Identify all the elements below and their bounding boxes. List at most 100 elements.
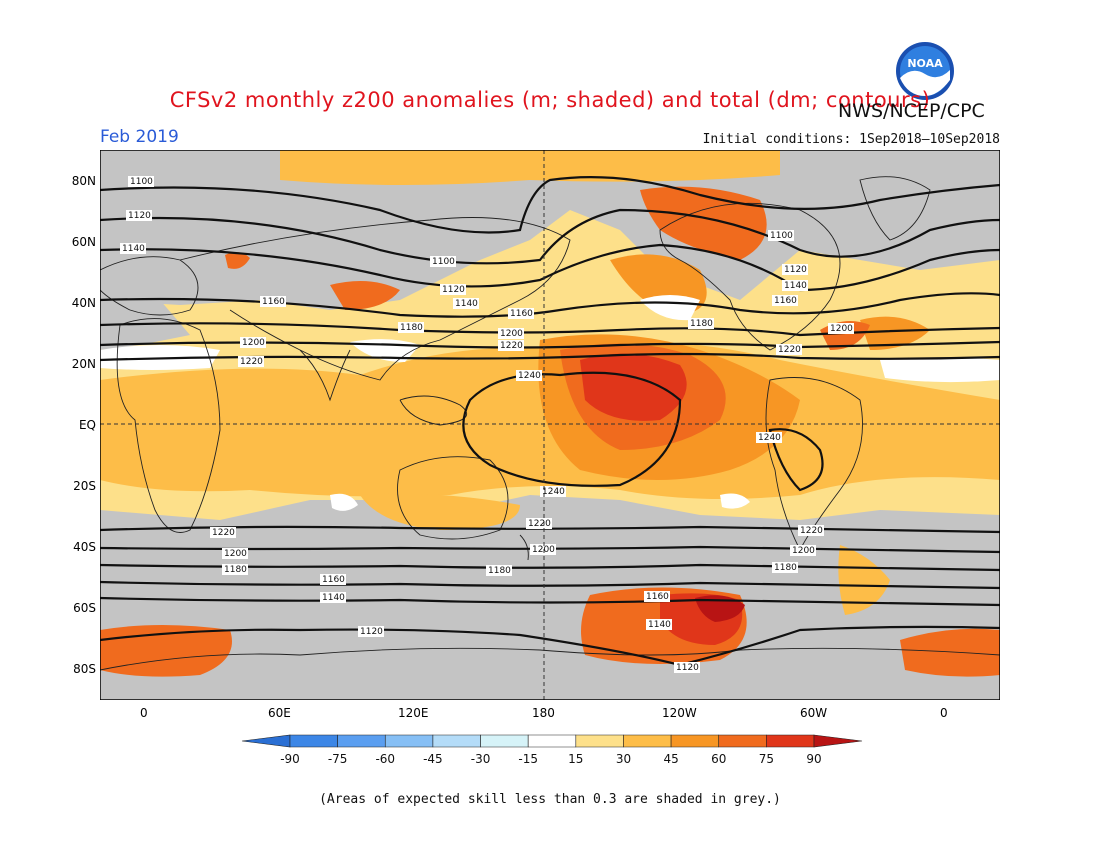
contour-1220 [100,352,1000,362]
latitude-axis: 80N 60N 40N 20N EQ 20S 40S 60S 80S [50,150,96,700]
contour-label: 1100 [432,257,455,267]
contour-label: 1160 [262,297,285,307]
contour-label: 1140 [455,299,478,309]
lat-label: 40S [73,540,96,554]
noaa-logo-icon: NOAA [894,40,956,106]
contour-label: 1220 [800,526,823,536]
colorbar-tick-label: 75 [759,752,774,766]
coastlines [100,176,1000,671]
lon-label: 60E [268,706,291,720]
contour-label: 1200 [792,546,815,556]
lat-label: 80N [71,174,96,188]
longitude-axis: 0 60E 120E 180 120W 60W 0 [100,706,1000,726]
lat-label: 20S [73,479,96,493]
colorbar-tick-label: -75 [328,752,348,766]
contour-1140-south [100,596,1000,607]
lon-label: 120W [662,706,697,720]
colorbar-swatch [432,734,481,748]
contour-label: 1220 [528,519,551,529]
contour-label: 1220 [778,345,801,355]
colorbar-tick-label: -45 [423,752,443,766]
contour-1160-south [100,580,1000,590]
colorbar-tick-label: -60 [375,752,395,766]
contour-label: 1100 [130,177,153,187]
contour-label: 1120 [442,285,465,295]
colorbar-tick-label: 45 [663,752,678,766]
contour-label: 1160 [510,309,533,319]
contour-label: 1200 [500,329,523,339]
contour-1100 [100,176,1000,234]
contour-label: 1200 [224,549,247,559]
contour-label: 1200 [242,338,265,348]
agency-label: NWS/NCEP/CPC [838,100,985,122]
contour-1240-pacific [462,371,682,487]
contour-label: 1140 [784,281,807,291]
contour-label: 1240 [518,371,541,381]
colorbar-tick-label: -90 [280,752,300,766]
colorbar-swatch [289,734,338,748]
colorbar-swatch [813,734,863,748]
contour-label: 1160 [322,575,345,585]
lat-label: 80S [73,662,96,676]
colorbar-ticks: -90 -75 -60 -45 -30 -15 15 30 45 60 75 90 [280,752,821,766]
colorbar-swatch [718,734,767,748]
contour-label: 1120 [676,663,699,673]
colorbar-swatch [527,734,577,748]
lat-label: EQ [78,418,96,432]
contour-label: 1140 [122,244,145,254]
colorbar-swatch [623,734,672,748]
height-contours [100,176,1000,667]
colorbar-tick-label: 60 [711,752,726,766]
contour-label: 1240 [542,487,565,497]
colorbar-tick-label: 30 [616,752,631,766]
contour-1160 [100,292,1000,318]
skill-footnote: (Areas of expected skill less than 0.3 a… [319,792,781,807]
colorbar-swatches [241,734,863,748]
contour-label: 1240 [758,433,781,443]
contour-1180 [100,322,1000,337]
lat-label: 60N [71,235,96,249]
colorbar-tick-label: -30 [471,752,491,766]
contour-label: 1180 [690,319,713,329]
contour-label: 1220 [500,341,523,351]
contour-1180-south [100,563,1000,572]
lon-label: 120E [398,706,429,720]
contour-label: 1120 [360,627,383,637]
colorbar-swatch [766,734,815,748]
contour-label: 1180 [400,323,423,333]
contour-label: 1220 [212,528,235,538]
contour-label: 1120 [128,211,151,221]
contour-label: 1200 [830,324,853,334]
contour-label: 1220 [240,357,263,367]
colorbar-swatch [241,734,291,748]
contour-label-group: 1100 1120 1140 1160 1180 1200 1220 1240 … [120,176,854,673]
contour-1240-samerica [768,428,824,492]
lat-label: 60S [73,601,96,615]
contour-label: 1140 [322,593,345,603]
valid-month-label: Feb 2019 [100,127,179,147]
contour-label: 1160 [646,592,669,602]
contour-label: 1180 [224,565,247,575]
colorbar-swatch [670,734,720,748]
contour-label: 1120 [784,265,807,275]
lat-label: 40N [71,296,96,310]
contour-1200 [100,340,1000,349]
lat-label: 20N [71,357,96,371]
contour-1120-south [100,625,1000,667]
colorbar-swatch [480,734,529,748]
contour-label: 1160 [774,296,797,306]
contour-1120 [100,208,1000,265]
noaa-logo-text: NOAA [907,57,943,70]
colorbar-tick-label: -15 [518,752,538,766]
chart-title: CFSv2 monthly z200 anomalies (m; shaded)… [169,88,931,112]
colorbar-swatch [384,734,434,748]
anomaly-map: 1100 1120 1140 1160 1180 1200 1220 1240 … [100,150,1000,700]
contour-label: 1100 [770,231,793,241]
colorbar: -90 -75 -60 -45 -30 -15 15 30 45 60 75 90 [241,734,863,766]
colorbar-swatch [575,734,624,748]
lon-label: 60W [800,706,828,720]
lon-label: 0 [140,706,148,720]
contour-label: 1180 [488,566,511,576]
anomaly-gt-90 [695,595,745,622]
lon-label: 180 [532,706,555,720]
